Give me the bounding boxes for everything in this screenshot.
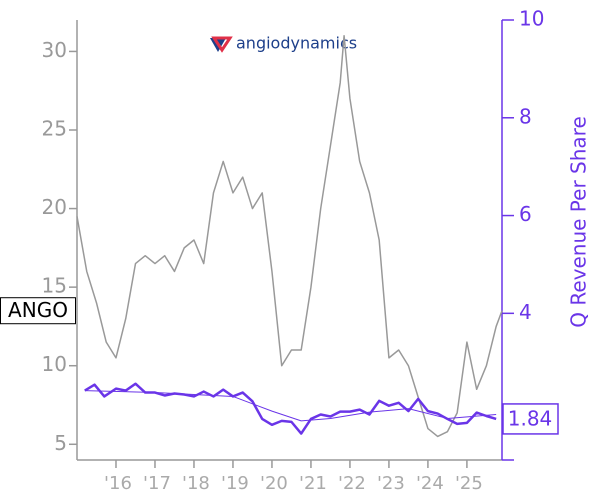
logo: angiodynamics <box>210 34 357 53</box>
value-box <box>502 403 559 435</box>
x-tick-label: '20 <box>260 473 288 494</box>
x-tick-label: '23 <box>377 473 405 494</box>
series-line <box>84 382 497 435</box>
y2-axis-label: Q Revenue Per Share <box>567 116 591 328</box>
y2-tick-label: 8 <box>519 104 532 128</box>
x-tick-label: '19 <box>221 473 249 494</box>
series-line <box>84 390 497 422</box>
ticker-label: ANGO <box>8 298 68 322</box>
series-line <box>76 34 503 438</box>
logo-icon <box>211 36 233 53</box>
x-tick-label: '21 <box>299 473 327 494</box>
y-tick-label: 10 <box>42 352 67 376</box>
x-tick-label: '25 <box>455 473 483 494</box>
y2-tick-label: 4 <box>519 300 532 324</box>
y-tick-label: 25 <box>42 117 67 141</box>
y2-tick-label: 10 <box>519 7 544 31</box>
x-tick-label: '18 <box>182 473 210 494</box>
y-tick-label: 15 <box>42 274 67 298</box>
y-tick-label: 30 <box>42 38 67 62</box>
y2-tick-label: 6 <box>519 202 532 226</box>
logo-text: angiodynamics <box>236 34 357 53</box>
x-tick-label: '17 <box>143 473 171 494</box>
x-tick-label: '24 <box>416 473 444 494</box>
value-label: 1.84 <box>508 406 553 430</box>
x-tick-label: '22 <box>338 473 366 494</box>
y-tick-label: 20 <box>42 195 67 219</box>
x-tick-label: '16 <box>104 473 132 494</box>
y-tick-label: 5 <box>54 431 67 455</box>
ticker-box <box>0 297 76 325</box>
